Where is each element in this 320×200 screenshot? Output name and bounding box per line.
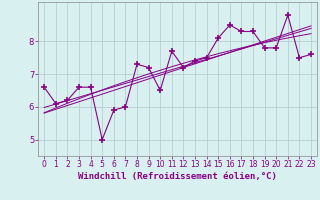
X-axis label: Windchill (Refroidissement éolien,°C): Windchill (Refroidissement éolien,°C) [78, 172, 277, 181]
